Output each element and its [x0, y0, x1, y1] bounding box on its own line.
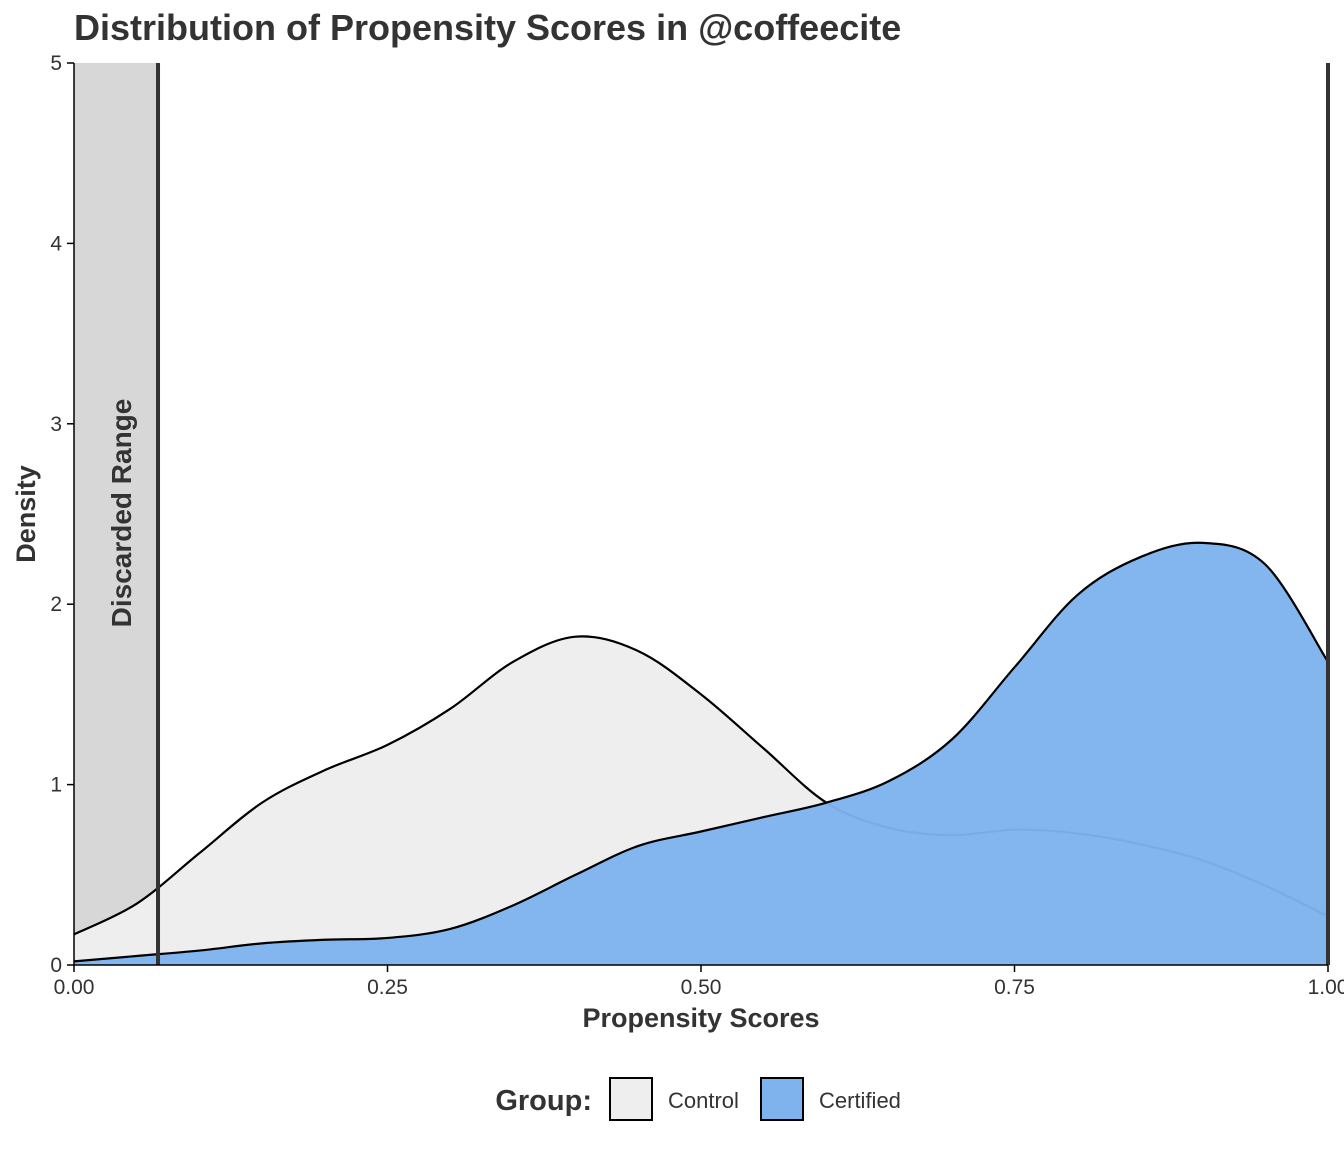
y-tick-label: 5	[50, 52, 62, 75]
x-tick-label: 0.75	[994, 976, 1035, 999]
legend-label-control: Control	[668, 1088, 739, 1113]
y-axis-ticks: 0 1 2 3 4 5	[50, 52, 74, 977]
x-tick-label: 1.00	[1308, 976, 1344, 999]
x-tick-label: 0.25	[367, 976, 408, 999]
discarded-range-shade	[74, 63, 159, 965]
y-tick-label: 4	[50, 232, 62, 255]
chart-title: Distribution of Propensity Scores in @co…	[74, 7, 901, 48]
x-tick-label: 0.00	[54, 976, 95, 999]
x-axis-ticks: 0.00 0.25 0.50 0.75 1.00	[54, 965, 1344, 999]
x-axis-label: Propensity Scores	[582, 1003, 819, 1033]
y-tick-label: 1	[50, 774, 62, 797]
y-axis-label: Density	[11, 465, 41, 563]
y-tick-label: 3	[50, 413, 62, 436]
legend-title: Group:	[495, 1085, 592, 1117]
y-tick-label: 2	[50, 593, 62, 616]
x-tick-label: 0.50	[681, 976, 722, 999]
discarded-range-label: Discarded Range	[106, 399, 137, 628]
legend-swatch-certified	[760, 1077, 804, 1121]
svg-text:Discarded Range: Discarded Range	[106, 399, 137, 628]
legend: Group: Control Certified	[495, 1077, 901, 1121]
density-area-certified	[74, 542, 1328, 965]
plot-area	[73, 63, 1330, 965]
density-line-certified	[73, 541, 1329, 963]
y-tick-label: 0	[50, 954, 62, 977]
legend-swatch-control	[609, 1077, 653, 1121]
legend-label-certified: Certified	[819, 1088, 901, 1113]
